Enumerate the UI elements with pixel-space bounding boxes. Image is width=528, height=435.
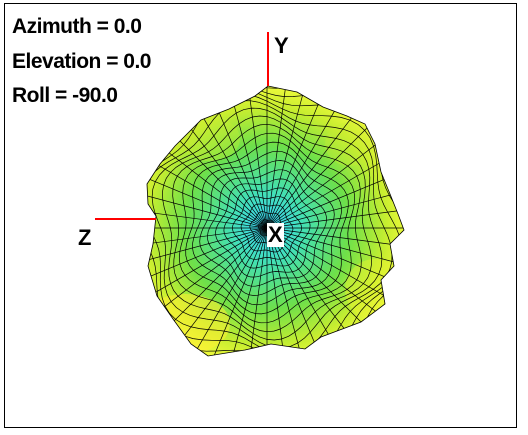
mesh-spoke [266,205,404,229]
mesh-spoke [266,227,404,302]
mesh-spoke [147,227,268,322]
mesh-spoke [266,86,314,229]
roll-readout: Roll = -90.0 [12,84,118,107]
mesh-spoke [220,86,268,229]
x-axis-label: X [267,222,284,247]
mesh-ring [185,141,349,315]
mesh-ring [223,187,311,269]
mesh-spoke [266,227,315,356]
3d-viewport[interactable]: Azimuth = 0.0 Elevation = 0.0 Roll = -90… [4,3,517,428]
mesh-spoke [219,227,268,356]
mesh-spoke [266,227,404,253]
surface-outline [146,85,405,357]
mesh-ring [172,123,362,333]
mesh-ring [240,203,294,253]
mesh-ring [151,107,383,349]
mesh-spoke [199,227,268,356]
y-axis-label: Y [274,33,289,58]
mesh-spoke [147,162,268,229]
mesh-spoke [266,227,335,356]
mesh-spoke [147,205,268,229]
mesh-spoke [266,227,292,356]
mesh-ring [215,178,319,278]
azimuth-readout: Azimuth = 0.0 [12,15,142,38]
mesh-ring [178,132,356,324]
mesh-ring [232,196,302,260]
mesh-ring [192,150,342,306]
mesh-ring [207,169,327,287]
mesh-ring [162,115,372,341]
mesh-spoke [147,183,268,229]
surface-fill [147,86,404,356]
surface-plot[interactable] [5,4,516,427]
mesh-spoke [147,227,268,302]
mesh-spoke [147,227,268,253]
elevation-readout: Elevation = 0.0 [12,50,152,73]
mesh-ring [199,160,335,296]
z-axis-label: Z [78,225,92,250]
